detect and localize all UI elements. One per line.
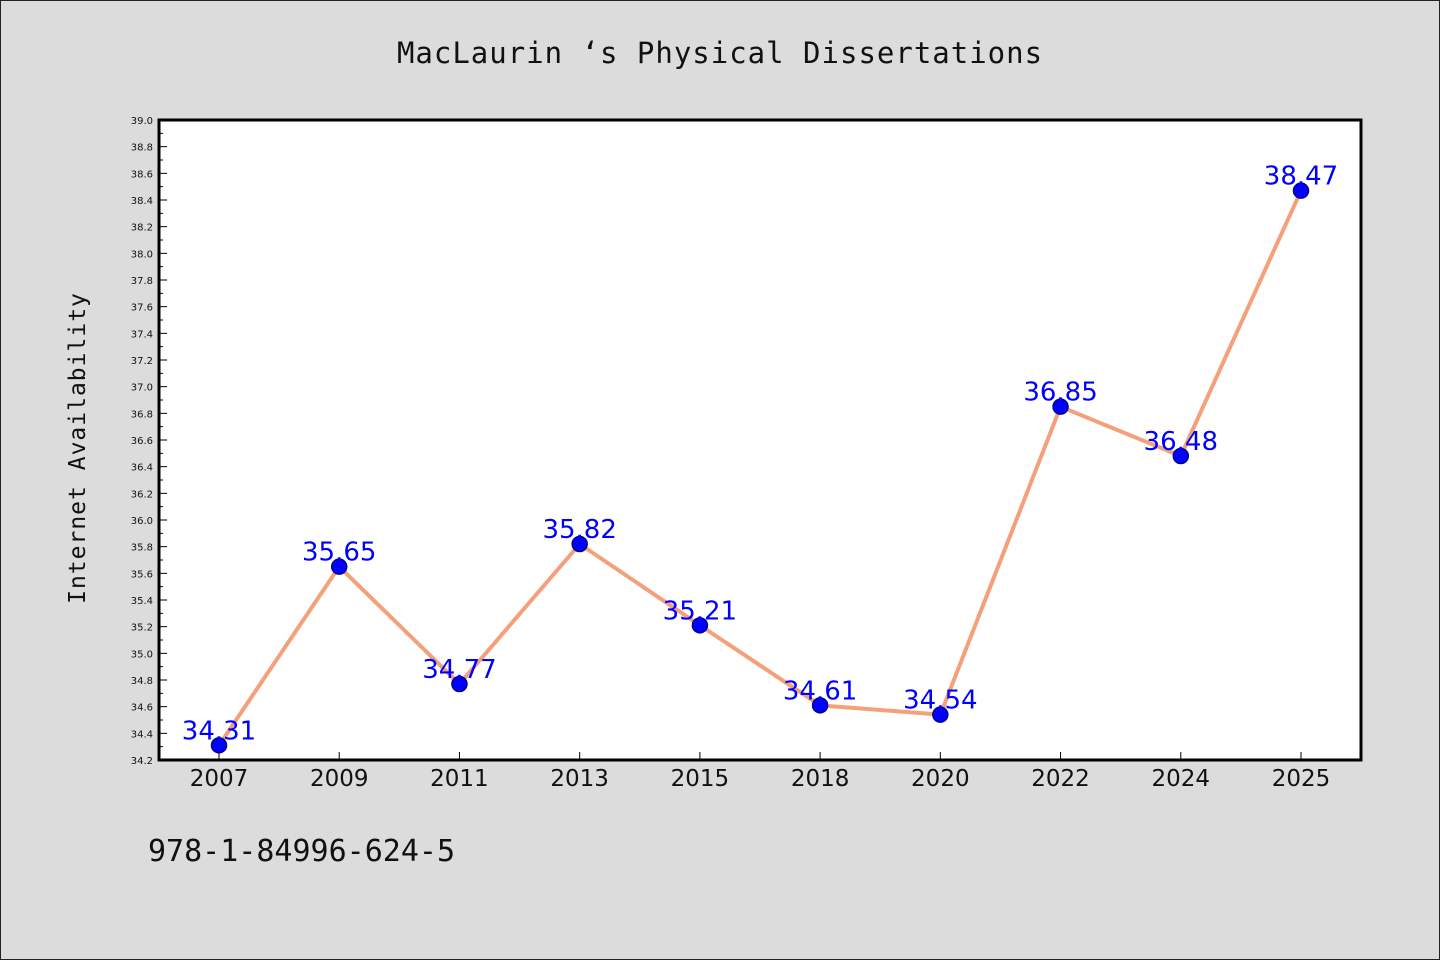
y-tick-label: 34.2	[131, 756, 153, 767]
x-tick-label: 2007	[190, 766, 249, 792]
data-label: 36.48	[1144, 427, 1218, 457]
y-tick-label: 38.0	[131, 249, 153, 260]
data-labels: 34.31 35.65 34.77 35.82 35.21 34.61 34.54 36.85…	[182, 162, 1338, 747]
series-line	[217, 189, 1303, 747]
data-label: 35.21	[663, 596, 737, 626]
data-point	[1292, 182, 1310, 199]
data-label: 34.54	[903, 686, 977, 716]
y-tick-label: 35.4	[131, 596, 153, 607]
y-tick-label: 37.6	[131, 303, 153, 314]
data-label: 35.65	[302, 538, 376, 568]
y-tick-label: 39.0	[131, 116, 153, 127]
data-points	[210, 182, 1310, 754]
data-label: 35.82	[542, 515, 616, 545]
y-tick-label: 34.8	[131, 676, 153, 687]
y-tick-label: 36.8	[131, 409, 153, 420]
data-point	[571, 535, 588, 553]
x-tick-label: 2025	[1272, 766, 1331, 792]
y-tick-label: 36.0	[131, 516, 153, 527]
data-point	[451, 675, 468, 693]
data-label: 36.85	[1023, 378, 1097, 408]
y-tick-label: 36.2	[131, 489, 153, 500]
y-tick-label: 36.4	[131, 463, 153, 474]
y-tick-label: 35.0	[131, 649, 153, 660]
x-tick-label: 2024	[1152, 766, 1211, 792]
data-point	[330, 558, 348, 575]
y-tick-label: 37.2	[131, 356, 153, 367]
plot-frame	[157, 118, 1363, 762]
y-tick-label: 38.6	[131, 169, 153, 180]
data-label: 34.61	[783, 676, 857, 706]
data-point	[1172, 447, 1190, 465]
y-tick-label: 35.8	[131, 543, 153, 554]
x-axis-ticks: 2007 2009 2011 2013 2015 2018 2020 2022 2024 2025	[190, 752, 1331, 792]
data-point	[811, 697, 829, 714]
y-tick-label: 38.8	[131, 143, 153, 154]
y-tick-label: 37.4	[131, 329, 153, 340]
data-label: 34.77	[422, 655, 496, 685]
data-point	[932, 706, 949, 723]
x-tick-label: 2013	[550, 766, 609, 792]
y-tick-label: 35.6	[131, 569, 153, 580]
x-tick-label: 2015	[671, 766, 730, 792]
y-tick-label: 38.2	[131, 223, 153, 234]
x-tick-label: 2011	[430, 766, 489, 792]
plot-area	[159, 120, 1361, 760]
y-tick-label: 38.4	[131, 196, 153, 207]
y-tick-label: 37.0	[131, 383, 153, 394]
chart-title: MacLaurin ‘s Physical Dissertations	[396, 36, 1044, 70]
y-tick-label: 34.4	[131, 729, 153, 740]
y-tick-label: 34.6	[131, 703, 153, 714]
data-label: 34.31	[182, 716, 256, 746]
data-point	[210, 737, 228, 754]
data-label: 38.47	[1264, 162, 1338, 192]
x-tick-label: 2020	[911, 766, 970, 792]
data-point	[1052, 398, 1069, 415]
x-tick-label: 2018	[791, 766, 850, 792]
y-tick-label: 37.8	[131, 276, 153, 287]
x-tick-label: 2022	[1031, 766, 1090, 792]
y-tick-label: 35.2	[131, 623, 153, 634]
x-tick-label: 2009	[310, 766, 369, 792]
y-tick-label: 36.6	[131, 436, 153, 447]
data-point	[691, 617, 709, 634]
footer-code: 978-1-84996-624-5	[148, 834, 456, 869]
